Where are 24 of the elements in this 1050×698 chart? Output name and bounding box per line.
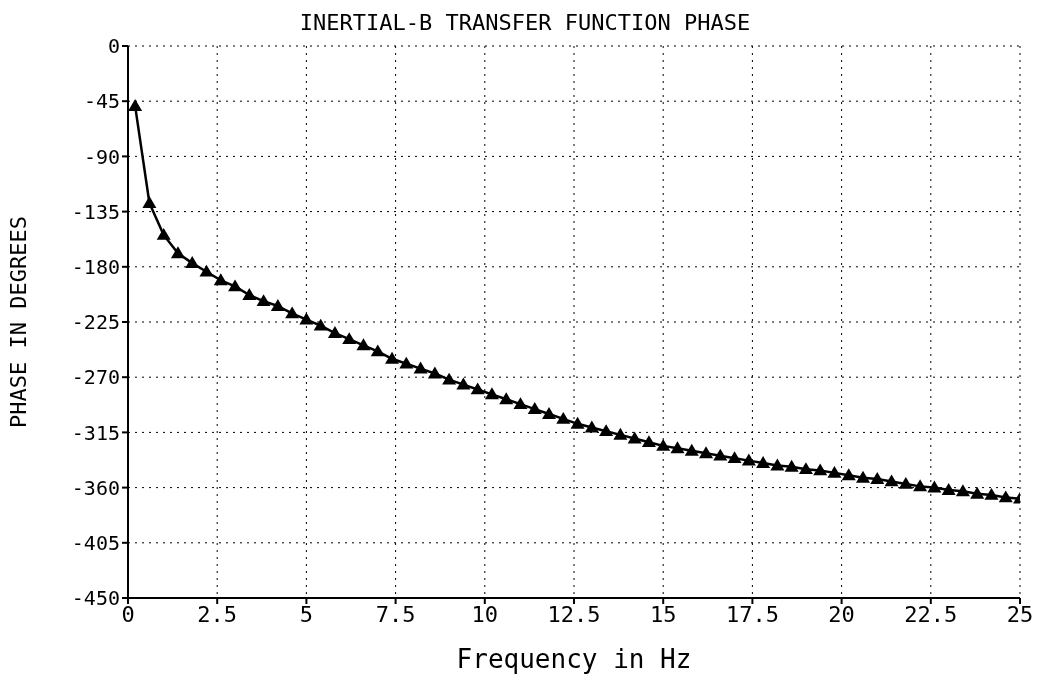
x-axis-title: Frequency in Hz: [456, 644, 692, 674]
x-tick-label: 12.5: [547, 601, 601, 627]
y-axis-title: PHASE IN DEGREES: [5, 216, 31, 428]
y-tick-label: -45: [83, 89, 120, 114]
y-tick-label: -315: [71, 420, 120, 445]
x-tick-label: 20: [828, 601, 855, 627]
y-tick-label: -405: [71, 530, 120, 555]
x-tick-label: 17.5: [725, 601, 779, 627]
x-tick-label: 10: [471, 601, 499, 627]
y-tick-label: -90: [83, 144, 120, 169]
x-tick-label: 7.5: [375, 601, 416, 627]
x-tick-label: 2.5: [197, 601, 238, 627]
y-tick-label: -180: [71, 254, 120, 279]
chart-title: INERTIAL-B TRANSFER FUNCTION PHASE: [299, 10, 751, 35]
x-tick-label: 25: [1006, 601, 1034, 627]
y-tick-label: -270: [71, 365, 120, 390]
y-tick-label: -225: [71, 310, 120, 335]
x-tick-label: 5: [299, 601, 314, 627]
y-tick-label: 0: [107, 34, 120, 59]
x-tick-label: 22.5: [904, 601, 958, 627]
x-tick-label: 15: [649, 601, 677, 627]
y-tick-label: -450: [71, 586, 120, 611]
y-tick-label: -360: [71, 475, 120, 500]
y-tick-label: -135: [71, 199, 120, 224]
